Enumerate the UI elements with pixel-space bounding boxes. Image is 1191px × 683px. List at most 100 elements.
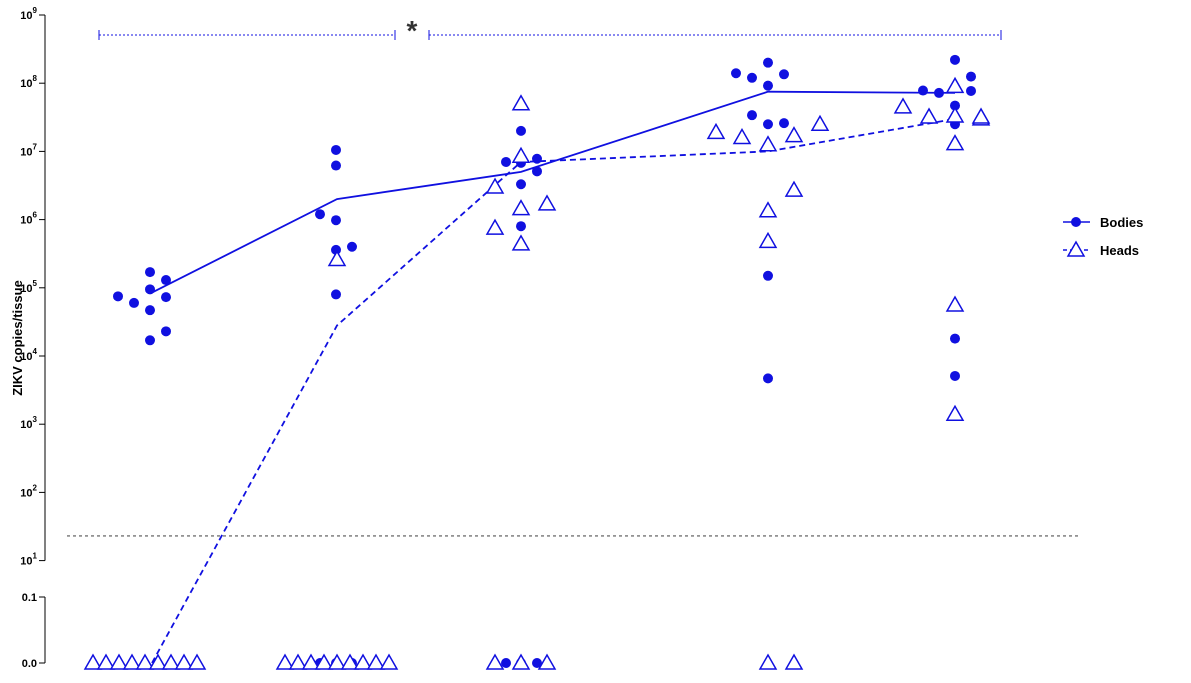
bodies-point bbox=[331, 244, 341, 255]
heads-point bbox=[109, 653, 129, 670]
heads-point bbox=[327, 653, 347, 670]
heads-point bbox=[945, 76, 965, 94]
bodies-point bbox=[516, 221, 526, 232]
legend: Bodies Heads bbox=[1063, 215, 1143, 258]
bodies-point bbox=[763, 373, 773, 384]
heads-point bbox=[758, 135, 778, 152]
bodies-point bbox=[532, 153, 542, 164]
y-tick-label: 102 bbox=[20, 483, 37, 499]
bodies-point bbox=[331, 215, 341, 226]
heads-point bbox=[784, 180, 804, 197]
heads-point bbox=[511, 199, 531, 216]
heads-point bbox=[537, 653, 557, 670]
y-tick-label: 101 bbox=[20, 552, 37, 568]
heads-point bbox=[301, 653, 321, 670]
bodies-point bbox=[779, 69, 789, 80]
heads-point bbox=[135, 653, 155, 670]
heads-point bbox=[96, 653, 116, 670]
heads-point bbox=[511, 94, 531, 111]
bodies-point bbox=[145, 335, 155, 346]
heads-point bbox=[945, 106, 965, 123]
bodies-point bbox=[779, 118, 789, 129]
bodies-point bbox=[145, 305, 155, 316]
bodies-point bbox=[532, 166, 542, 177]
y-tick-label: 103 bbox=[20, 415, 37, 431]
heads-point bbox=[758, 201, 778, 218]
y-tick-label: 107 bbox=[20, 142, 37, 158]
heads-point bbox=[366, 653, 386, 670]
heads-point bbox=[919, 107, 939, 124]
heads-point bbox=[340, 653, 360, 670]
y-tick-label: 109 bbox=[20, 6, 37, 22]
bodies-point bbox=[145, 267, 155, 278]
heads-point bbox=[810, 114, 830, 132]
significance-bracket: * bbox=[98, 15, 1002, 46]
heads-point bbox=[758, 653, 778, 670]
heads-point bbox=[732, 127, 752, 145]
bodies-point bbox=[950, 100, 960, 111]
heads-point bbox=[537, 194, 557, 211]
bodies-point bbox=[934, 87, 944, 98]
bodies-point bbox=[747, 110, 757, 121]
heads-point bbox=[314, 653, 334, 670]
bodies-point bbox=[331, 144, 341, 155]
bodies-point bbox=[161, 275, 171, 286]
heads-point bbox=[148, 653, 168, 670]
heads-point bbox=[706, 122, 726, 140]
series-lines bbox=[151, 90, 956, 664]
bodies-point bbox=[331, 160, 341, 171]
bodies-point bbox=[763, 270, 773, 281]
heads-line bbox=[151, 118, 956, 664]
y-axis-label: ZIKV copies/tissue bbox=[10, 280, 25, 396]
heads-point bbox=[161, 653, 181, 670]
bodies-point bbox=[501, 156, 511, 167]
bodies-point bbox=[950, 333, 960, 344]
bodies-point bbox=[347, 241, 357, 252]
heads-point bbox=[174, 653, 194, 670]
bodies-point bbox=[966, 71, 976, 82]
legend-label: Heads bbox=[1100, 243, 1139, 258]
heads-point bbox=[379, 653, 399, 670]
bodies-point bbox=[516, 125, 526, 136]
heads-point bbox=[758, 231, 778, 249]
bodies-line bbox=[151, 90, 956, 294]
heads-point bbox=[511, 234, 531, 251]
bodies-point bbox=[763, 119, 773, 130]
significance-mark: * bbox=[407, 15, 418, 46]
heads-point bbox=[327, 249, 347, 267]
heads-point bbox=[485, 177, 505, 194]
heads-point bbox=[187, 653, 207, 670]
bodies-point bbox=[918, 85, 928, 96]
legend-label: Bodies bbox=[1100, 215, 1143, 230]
bodies-point bbox=[516, 179, 526, 190]
heads-point bbox=[485, 653, 505, 670]
heads-point bbox=[275, 653, 295, 670]
heads-point bbox=[83, 653, 103, 670]
heads-point bbox=[511, 146, 531, 163]
bodies-point bbox=[113, 291, 123, 302]
heads-point bbox=[945, 295, 965, 312]
y-tick-label: 0.1 bbox=[22, 592, 37, 604]
heads-point bbox=[784, 653, 804, 670]
heads-point bbox=[784, 126, 804, 143]
heads-point bbox=[893, 97, 913, 114]
y-tick-label: 0.0 bbox=[22, 658, 37, 670]
bodies-point bbox=[747, 72, 757, 83]
bodies-point bbox=[145, 284, 155, 295]
heads-point bbox=[945, 134, 965, 151]
bodies-point bbox=[532, 658, 542, 668]
legend-circle-marker bbox=[1071, 217, 1081, 227]
bodies-point bbox=[501, 658, 511, 668]
bodies-point bbox=[315, 209, 325, 220]
bodies-point bbox=[763, 80, 773, 91]
heads-point bbox=[971, 107, 991, 124]
heads-point bbox=[485, 218, 505, 235]
heads-point bbox=[353, 653, 373, 670]
bodies-point bbox=[950, 370, 960, 381]
y-tick-label: 108 bbox=[20, 74, 37, 90]
y-axis: 109 108 107 106 105 104 103 102 101 0.1 0.0 bbox=[20, 6, 46, 670]
bodies-point bbox=[161, 326, 171, 337]
bodies-point bbox=[129, 297, 139, 308]
y-tick-label: 106 bbox=[20, 211, 37, 227]
